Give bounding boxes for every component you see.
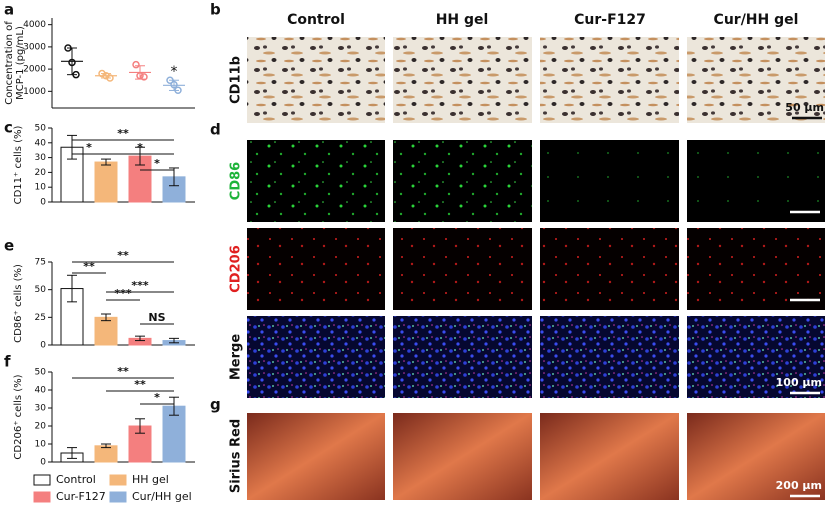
image (247, 413, 385, 500)
image (540, 140, 679, 222)
point (140, 73, 148, 81)
y-axis-label: Concentration of (4, 21, 15, 105)
significance-label: ** (83, 260, 95, 273)
image (393, 37, 532, 123)
column-header: Cur/HH gel (714, 12, 799, 28)
legend-label: Control (56, 473, 96, 486)
legend-label: Cur/HH gel (132, 490, 192, 503)
y-tick-label: 10 (35, 183, 47, 193)
y-tick-label: 50 (35, 124, 47, 134)
scale-bar-label: 100 μm (776, 376, 822, 389)
y-tick-label: 3000 (23, 42, 46, 52)
significance-label: * (137, 141, 143, 154)
bar (94, 161, 118, 203)
row-label: CD11b (229, 56, 244, 104)
significance-label: ** (117, 249, 129, 262)
y-tick-label: 40 (35, 138, 47, 148)
legend-label: Cur-F127 (56, 490, 106, 503)
scale-bar-label: 200 μm (776, 479, 822, 492)
row-label: CD206 (229, 245, 244, 292)
significance-label: *** (131, 279, 149, 292)
significance-label: ** (117, 127, 129, 140)
y-tick-label: 50 (35, 285, 47, 295)
annotation: * (171, 64, 178, 80)
column-header: Cur-F127 (574, 12, 646, 28)
y-tick-label: 0 (40, 198, 46, 208)
y-tick-label: 30 (35, 404, 47, 414)
micrographs (247, 37, 825, 500)
y-axis-label: CD86⁺ cells (%) (13, 264, 24, 343)
significance-label: * (154, 391, 160, 404)
panel-label: c (4, 119, 13, 137)
image (687, 140, 825, 222)
significance-label: ** (117, 365, 129, 378)
y-tick-label: 20 (35, 422, 47, 432)
panel-label: g (210, 396, 221, 414)
row-label: Sirius Red (229, 419, 244, 493)
image (247, 316, 385, 398)
image (540, 413, 679, 500)
significance-label: * (86, 141, 92, 154)
significance-label: NS (148, 311, 165, 324)
row-label: Merge (229, 334, 244, 380)
y-tick-label: 10 (35, 440, 47, 450)
y-tick-label: 20 (35, 168, 47, 178)
legend-label: HH gel (132, 473, 169, 486)
panel-label: f (4, 353, 11, 371)
y-tick-label: 2000 (23, 65, 46, 75)
image (247, 37, 385, 123)
image (687, 316, 825, 398)
image (247, 228, 385, 310)
y-tick-label: 1000 (23, 87, 46, 97)
image (687, 413, 825, 500)
image (540, 37, 679, 123)
image (393, 413, 532, 500)
column-header: Control (287, 12, 345, 28)
y-tick-label: 25 (35, 313, 46, 323)
bar (94, 445, 118, 463)
y-axis-label: MCP-1 (pg/mL) (15, 26, 26, 100)
significance-label: * (154, 157, 160, 170)
image (687, 228, 825, 310)
bar (94, 316, 118, 346)
legend-swatch (109, 474, 127, 486)
point (132, 60, 140, 69)
column-header: HH gel (436, 12, 489, 28)
y-tick-label: 75 (35, 258, 46, 268)
image (393, 140, 532, 222)
row-label: CD86 (229, 162, 244, 200)
image (540, 228, 679, 310)
y-tick-label: 50 (35, 368, 47, 378)
legend-swatch (33, 474, 51, 486)
legend-swatch (109, 491, 127, 503)
panel-label: b (210, 1, 221, 19)
image (540, 316, 679, 398)
panel-label: d (210, 121, 221, 139)
image (687, 37, 825, 123)
panel-label: a (4, 1, 14, 19)
legend-swatch (33, 491, 51, 503)
y-tick-label: 0 (40, 341, 46, 351)
panel-label: e (4, 237, 14, 255)
significance-label: *** (114, 287, 132, 300)
image (393, 316, 532, 398)
image (393, 228, 532, 310)
y-tick-label: 0 (40, 458, 46, 468)
y-axis-label: CD11⁺ cells (%) (13, 126, 24, 205)
y-axis-label: CD206⁺ cells (%) (13, 374, 24, 459)
image (247, 140, 385, 222)
y-tick-label: 30 (35, 153, 47, 163)
scale-bar-label: 50 μm (785, 101, 824, 114)
y-tick-label: 4000 (23, 20, 46, 30)
y-tick-label: 40 (35, 386, 47, 396)
significance-label: ** (134, 378, 146, 391)
